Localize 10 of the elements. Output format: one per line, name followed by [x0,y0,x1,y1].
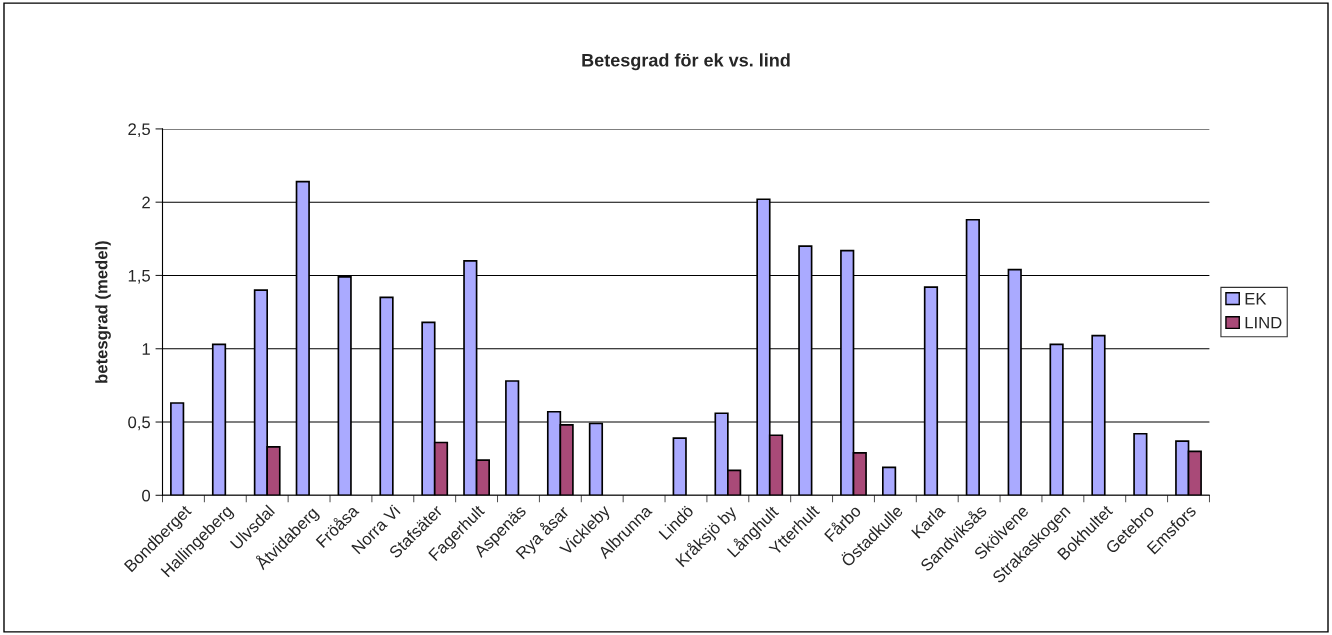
y-tick-label: 2,5 [128,123,150,138]
y-tick-label: 0 [142,489,151,502]
chart-title: Betesgrad för ek vs. lind [582,53,790,71]
legend-label: EK [1245,293,1267,305]
y-tick-label: 0,5 [128,416,150,431]
legend-label: LIND [1245,316,1282,329]
y-tick-label: 1,5 [128,270,150,284]
y-tick-label: 2 [142,196,150,209]
y-tick-label: 1 [142,343,150,355]
y-axis-title: betesgrad (medel) [95,241,111,383]
